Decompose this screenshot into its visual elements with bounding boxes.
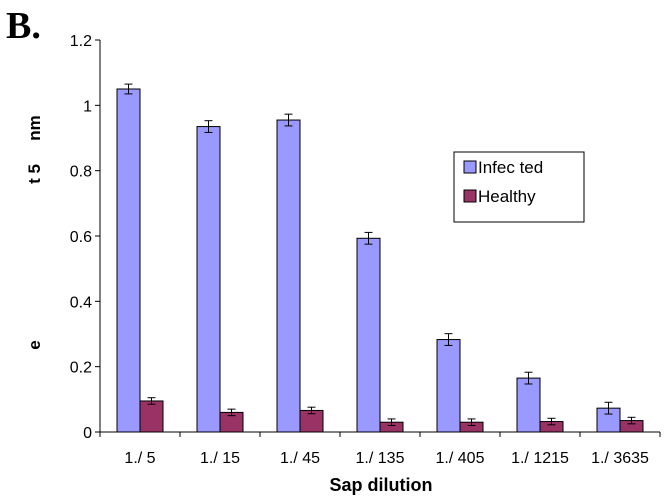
legend-label: Healthy — [478, 187, 536, 206]
infected-bar — [116, 88, 141, 433]
y-tick-label: 0.4 — [70, 294, 92, 311]
infected-bar — [196, 126, 221, 433]
x-tick-label: 1./ 15 — [200, 450, 240, 467]
y-tick-label: 0.6 — [70, 229, 92, 246]
infected-bar — [356, 237, 381, 433]
y-tick-label: 0 — [83, 425, 92, 442]
legend-label: Infec ted — [478, 158, 543, 177]
x-tick-label: 1./ 45 — [280, 450, 320, 467]
x-tick-label: 1./ 5 — [124, 450, 155, 467]
y-tick-label: 0.2 — [70, 360, 92, 377]
healthy-bar — [139, 400, 164, 433]
x-axis-label: Sap dilution — [330, 475, 433, 495]
x-tick-label: 1./ 1215 — [511, 450, 569, 467]
y-axis-label-fragment: e — [25, 340, 44, 349]
legend: Infec ted Healthy — [453, 151, 585, 223]
y-tick-label: 0.8 — [70, 164, 92, 181]
y-axis-label: nm t 5 e — [25, 115, 44, 349]
legend-swatch — [463, 160, 477, 174]
x-axis: 1./ 5 1./ 15 1./ 45 1./ 135 1./ 405 1./ 1215 1… — [99, 431, 661, 467]
x-tick-label: 1./ 405 — [436, 450, 485, 467]
infected-bar — [436, 339, 461, 433]
panel-label: B. — [6, 5, 41, 47]
infected-bar — [276, 119, 301, 433]
legend-swatch — [463, 189, 477, 203]
x-tick-label: 1./ 135 — [356, 450, 405, 467]
y-tick-label: 1.2 — [70, 33, 92, 50]
x-tick-label: 1./ 3635 — [591, 450, 649, 467]
infected-bar — [516, 377, 541, 433]
y-axis: 0 0.2 0.4 0.6 0.8 1 1.2 — [70, 33, 101, 442]
y-tick-label: 1 — [83, 98, 92, 115]
y-axis-label-fragment: nm — [25, 115, 44, 141]
y-axis-label-fragment: t 5 — [25, 164, 44, 184]
bars — [116, 83, 644, 433]
